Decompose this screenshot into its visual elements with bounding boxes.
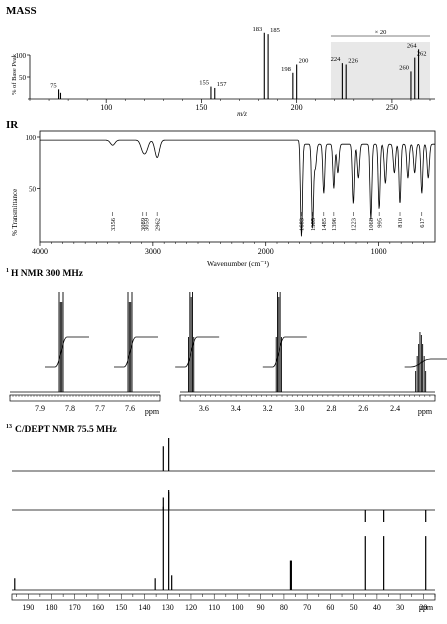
cnmr-tick-label-160: 160 bbox=[92, 603, 104, 612]
mass-peak-label-224: 224 bbox=[331, 56, 342, 63]
mass-xtick-label-150: 150 bbox=[195, 103, 207, 112]
mass-peak-label-200: 200 bbox=[299, 58, 309, 65]
cnmr-tick-label-130: 130 bbox=[162, 603, 174, 612]
ir-title: IR bbox=[6, 119, 19, 131]
ir-band-label-3059: 3059 bbox=[143, 218, 150, 231]
hnmr-left-tick-label-7.8: 7.8 bbox=[65, 404, 75, 413]
hnmr-right-tick-label-3.0: 3.0 bbox=[295, 404, 305, 413]
mass-peak-label-155: 155 bbox=[199, 80, 209, 87]
ir-band-label-1585: 1585 bbox=[310, 218, 317, 231]
ir-band-label-810: 810 bbox=[397, 218, 404, 228]
ir-ytick-label-50: 50 bbox=[29, 186, 37, 194]
mass-xlabel: m/z bbox=[237, 110, 247, 118]
cnmr-tick-label-30: 30 bbox=[396, 603, 404, 612]
hnmr-integral-7.83 bbox=[45, 336, 89, 368]
mass-peak-label-264: 264 bbox=[407, 42, 418, 49]
cnmr-unit: ppm bbox=[419, 603, 434, 612]
cnmr-tick-label-70: 70 bbox=[303, 603, 311, 612]
hnmr-right-tick-label-2.4: 2.4 bbox=[390, 404, 400, 413]
ir-xlabel: Wavenumber (cm⁻¹) bbox=[207, 259, 270, 268]
ir-band-label-1223: 1223 bbox=[351, 218, 358, 231]
ir-axis-ticks: 4000 3000 2000 1000 50 100 bbox=[26, 134, 424, 256]
cnmr-title: C/DEPT NMR 75.5 MHz bbox=[15, 425, 117, 435]
mass-peak-label-226: 226 bbox=[348, 58, 359, 65]
cnmr-tick-label-20: 20 bbox=[419, 603, 427, 612]
hnmr-left-panel: 7.9 7.8 7.7 7.6 bbox=[9, 292, 161, 413]
hnmr-title-sup: 1 bbox=[6, 268, 9, 274]
mass-xtick-label-200: 200 bbox=[291, 103, 303, 112]
ir-xtick-label-2000: 2000 bbox=[258, 247, 274, 256]
cnmr-tick-label-110: 110 bbox=[208, 603, 220, 612]
cnmr-tick-label-140: 140 bbox=[138, 603, 150, 612]
mass-magnified-region bbox=[330, 42, 430, 99]
hnmr-right-unit: ppm bbox=[418, 407, 433, 416]
mass-peak-label-183: 183 bbox=[253, 26, 263, 33]
ir-band-label-617: 617 bbox=[419, 217, 426, 228]
ir-frame bbox=[39, 130, 436, 243]
mass-peak-label-75: 75 bbox=[50, 82, 57, 89]
mass-peak-label-198: 198 bbox=[281, 66, 291, 73]
ir-trace bbox=[40, 139, 435, 237]
mass-peaks: 75 155 157 183 185 198 200 224 226 260 262 264 bbox=[50, 26, 427, 99]
ir-band-label-3089: 3089 bbox=[140, 218, 147, 231]
hnmr-integral-7.6 bbox=[114, 336, 158, 368]
mass-peak-label-157: 157 bbox=[217, 81, 228, 88]
cnmr-tick-label-190: 190 bbox=[22, 603, 34, 612]
cnmr-tick-label-80: 80 bbox=[280, 603, 288, 612]
ir-xtick-label-4000: 4000 bbox=[32, 247, 48, 256]
cnmr-tick-label-90: 90 bbox=[257, 603, 265, 612]
ir-xtick-label-3000: 3000 bbox=[145, 247, 161, 256]
hnmr-left-tick-label-7.9: 7.9 bbox=[35, 404, 45, 413]
mass-magnify-label: × 20 bbox=[375, 29, 387, 36]
ir-band-label-2962: 2962 bbox=[154, 218, 161, 231]
mass-xtick-label-100: 100 bbox=[100, 103, 112, 112]
cnmr-tick-label-40: 40 bbox=[373, 603, 381, 612]
mass-axis-ticks: 100 150 200 250 50 100 bbox=[16, 52, 431, 112]
ir-xtick-label-1000: 1000 bbox=[371, 247, 387, 256]
cnmr-tick-label-180: 180 bbox=[46, 603, 58, 612]
ir-band-label-1485: 1485 bbox=[321, 218, 328, 231]
mass-xtick-label-250: 250 bbox=[386, 103, 398, 112]
mass-ylabel: % of Base Peak bbox=[11, 53, 18, 95]
hnmr-left-unit: ppm bbox=[145, 407, 160, 416]
mass-peak-label-260: 260 bbox=[399, 64, 409, 71]
cnmr-title-sup: 13 bbox=[6, 424, 12, 430]
hnmr-left-tick-label-7.7: 7.7 bbox=[95, 404, 105, 413]
ir-band-label-995: 995 bbox=[376, 218, 383, 228]
hnmr-right-tick-label-3.2: 3.2 bbox=[263, 404, 273, 413]
cnmr-tick-label-60: 60 bbox=[326, 603, 334, 612]
ir-band-label-1068: 1068 bbox=[368, 218, 375, 231]
hnmr-integral-3.13 bbox=[262, 336, 307, 368]
ir-band-label-1396: 1396 bbox=[331, 217, 338, 231]
hnmr-integral-3.68 bbox=[175, 336, 220, 368]
mass-ytick-label-50: 50 bbox=[19, 74, 27, 82]
hnmr-right-tick-label-3.4: 3.4 bbox=[231, 404, 241, 413]
mass-peak-label-185: 185 bbox=[270, 27, 280, 34]
hnmr-title: H NMR 300 MHz bbox=[11, 269, 84, 279]
cnmr-panels: 190 180 170 160 150 140 130 120 110 100 90 80 70 60 50… bbox=[11, 438, 436, 612]
mass-title: MASS bbox=[6, 5, 37, 17]
hnmr-right-tick-label-3.6: 3.6 bbox=[199, 404, 209, 413]
hnmr-left-tick-label-7.6: 7.6 bbox=[125, 404, 135, 413]
ir-ylabel: % Transmittance bbox=[11, 189, 19, 236]
cnmr-tick-label-50: 50 bbox=[350, 603, 358, 612]
mass-ytick-label-100: 100 bbox=[16, 52, 27, 60]
cnmr-scale bbox=[11, 593, 436, 601]
cnmr-tick-label-150: 150 bbox=[115, 603, 127, 612]
mass-peak-label-262: 262 bbox=[417, 51, 427, 58]
hnmr-right-tick-label-2.8: 2.8 bbox=[326, 404, 336, 413]
hnmr-right-panel: 3.6 3.4 3.2 3.0 2.8 2.6 2.4 bbox=[175, 292, 447, 413]
cnmr-tick-label-120: 120 bbox=[185, 603, 197, 612]
ir-ytick-label-100: 100 bbox=[26, 134, 37, 142]
cnmr-tick-label-100: 100 bbox=[231, 603, 243, 612]
cnmr-tick-label-170: 170 bbox=[69, 603, 81, 612]
hnmr-right-tick-label-2.6: 2.6 bbox=[358, 404, 368, 413]
ir-band-label-1683: 1683 bbox=[299, 218, 306, 231]
hnmr-integral-2.24 bbox=[404, 358, 447, 368]
ir-band-label-3356: 3356 bbox=[110, 217, 117, 231]
